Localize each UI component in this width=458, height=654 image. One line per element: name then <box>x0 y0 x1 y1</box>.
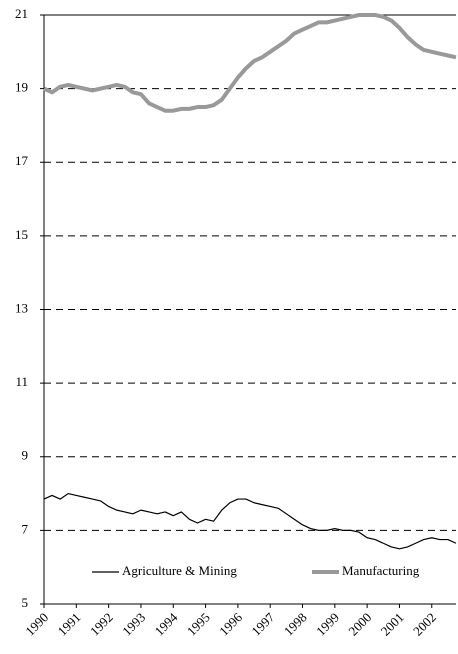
legend-label: Agriculture & Mining <box>122 563 237 578</box>
x-tick-label: 1991 <box>55 610 84 639</box>
y-tick-label: 21 <box>15 6 28 21</box>
x-tick-label: 1997 <box>248 609 277 638</box>
y-tick-label: 7 <box>22 521 29 536</box>
x-tick-label: 1993 <box>119 610 148 639</box>
y-tick-label: 13 <box>15 300 28 315</box>
legend-label: Manufacturing <box>342 563 420 578</box>
series-line <box>43 492 457 550</box>
x-tick-label: 1999 <box>313 610 342 639</box>
y-tick-label: 5 <box>22 595 29 610</box>
series-line <box>43 13 457 113</box>
y-tick-label: 19 <box>15 80 28 95</box>
y-tick-label: 9 <box>22 448 29 463</box>
x-tick-label: 1990 <box>22 610 51 639</box>
x-tick-label: 2001 <box>378 610 407 639</box>
y-tick-label: 15 <box>15 227 28 242</box>
y-tick-label: 11 <box>15 374 28 389</box>
x-tick-label: 1994 <box>151 609 180 638</box>
x-tick-label: 1998 <box>281 610 310 639</box>
x-tick-label: 2000 <box>345 610 374 639</box>
y-tick-label: 17 <box>15 153 29 168</box>
x-tick-label: 1996 <box>216 609 245 638</box>
x-tick-label: 1995 <box>184 610 213 639</box>
x-tick-label: 2002 <box>410 610 439 639</box>
x-tick-label: 1992 <box>87 610 116 639</box>
